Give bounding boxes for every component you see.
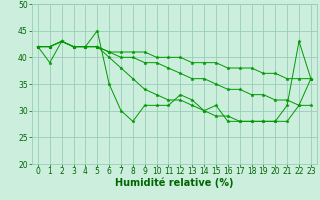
X-axis label: Humidité relative (%): Humidité relative (%) [115, 177, 234, 188]
